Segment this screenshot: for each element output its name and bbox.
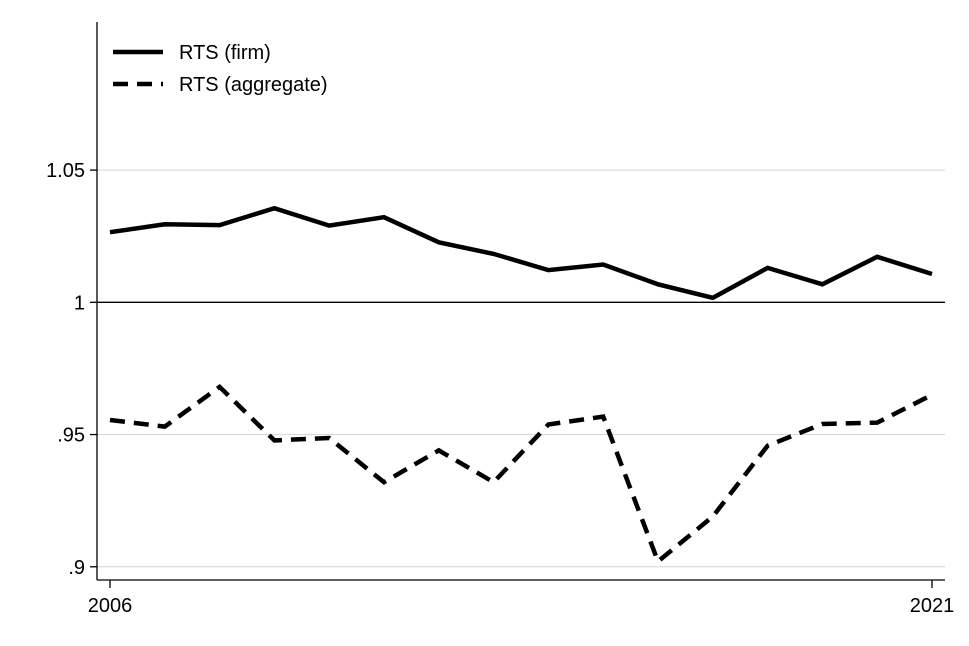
legend-label-0: RTS (firm) xyxy=(179,42,271,64)
axes xyxy=(96,22,945,581)
x-tick-label: 2021 xyxy=(910,595,955,617)
y-tick-label: 1 xyxy=(74,292,85,314)
y-tick-label: 1.05 xyxy=(46,160,85,182)
legend: RTS (firm) RTS (aggregate) xyxy=(113,42,328,96)
legend-label-1: RTS (aggregate) xyxy=(179,74,328,96)
gridlines xyxy=(97,169,945,568)
x-axis-ticks: 2006 2021 xyxy=(88,580,955,617)
y-axis-ticks: .9 .95 1 1.05 xyxy=(46,160,97,579)
y-tick-label: .9 xyxy=(68,557,85,579)
x-tick-label: 2006 xyxy=(88,595,133,617)
series-aggregate-line xyxy=(109,383,934,566)
series-firm-line xyxy=(109,205,933,301)
y-tick-label: .95 xyxy=(57,425,85,447)
series-lines xyxy=(109,205,934,566)
